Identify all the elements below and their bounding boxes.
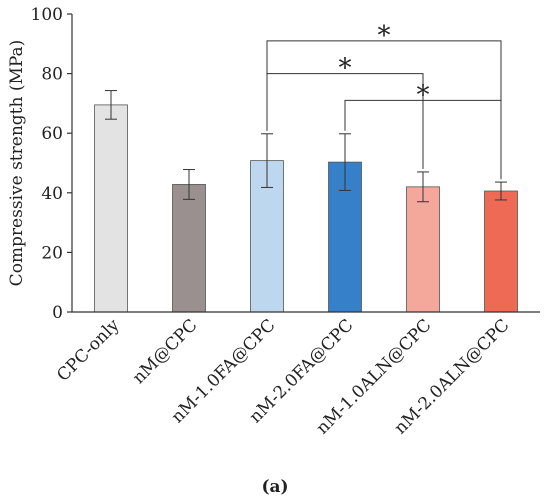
- y-axis: 0 20 40 60 80 100: [31, 5, 73, 323]
- bar: [172, 184, 206, 313]
- y-tick-label: 0: [52, 303, 63, 323]
- x-tick-label: CPC-only: [53, 315, 124, 386]
- bar: [94, 104, 128, 313]
- y-tick-label: 20: [41, 243, 63, 263]
- y-axis-label: Compressive strength (MPa): [7, 40, 27, 287]
- y-tick-label: 60: [41, 124, 63, 144]
- significance-bracket: [266, 73, 424, 169]
- bar: [406, 186, 440, 313]
- significance-star: *: [417, 80, 430, 110]
- significance-bracket: [344, 99, 502, 180]
- y-tick-label: 100: [31, 5, 63, 25]
- significance-star: *: [339, 54, 352, 84]
- x-tick-label: nM@CPC: [129, 315, 202, 388]
- figure-caption: (a): [261, 477, 288, 497]
- y-tick-label: 80: [41, 65, 63, 85]
- error-bars: [105, 90, 507, 203]
- significance-brackets: * * *: [266, 21, 502, 180]
- significance-bracket: [266, 40, 502, 180]
- y-tick-label: 40: [41, 184, 63, 204]
- bars: [94, 104, 518, 313]
- x-axis: CPC-only nM@CPCnM-1.0FA@CPCnM-2.0FA@CPCnM…: [53, 311, 540, 438]
- significance-star: *: [378, 21, 391, 51]
- bar: [484, 190, 518, 313]
